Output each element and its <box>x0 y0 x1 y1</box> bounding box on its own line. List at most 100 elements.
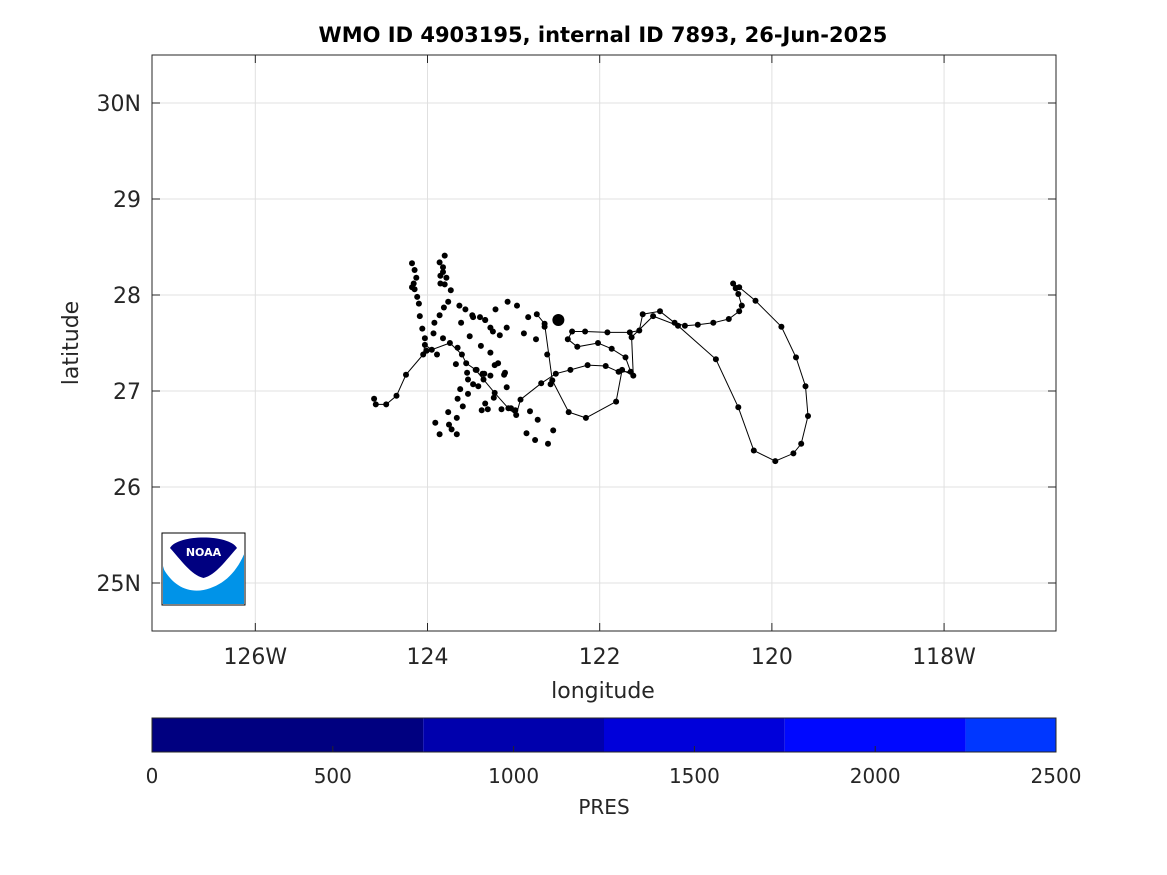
profile-point <box>549 377 556 384</box>
profile-point <box>523 430 530 437</box>
profile-point <box>798 440 805 447</box>
profile-point <box>487 349 494 356</box>
profile-point <box>619 366 626 373</box>
x-tick-labels: 126W 124 122 120 118W <box>223 645 976 670</box>
profile-point <box>736 284 743 291</box>
profile-point <box>416 313 423 320</box>
profile-point <box>639 311 646 318</box>
profile-point <box>452 361 459 368</box>
profile-point <box>445 409 452 416</box>
profile-point <box>470 314 477 321</box>
profile-point <box>517 396 524 403</box>
profile-point <box>520 330 527 337</box>
profile-point <box>410 280 417 287</box>
profile-point <box>472 366 479 373</box>
profile-point <box>421 335 428 342</box>
profile-point <box>446 340 453 346</box>
profile-point <box>636 327 643 334</box>
current-position-marker <box>552 313 565 326</box>
profile-point <box>465 376 471 383</box>
profile-point <box>492 306 499 313</box>
profile-point <box>420 351 427 358</box>
profile-point <box>489 328 496 335</box>
noaa-logo: NOAA <box>161 532 246 606</box>
profile-point <box>541 320 548 327</box>
profile-point <box>805 413 811 419</box>
profile-point <box>569 328 576 335</box>
profile-point <box>415 300 422 307</box>
profile-point <box>491 389 498 396</box>
profile-point <box>694 321 701 328</box>
profile-point <box>564 336 571 343</box>
profile-point <box>434 351 440 358</box>
profile-point <box>533 311 540 318</box>
profile-point <box>481 370 488 377</box>
profile-point <box>613 398 620 405</box>
y-tick-label: 30N <box>97 92 141 117</box>
y-tick-label: 26 <box>113 476 141 501</box>
plot-area <box>152 55 1056 631</box>
profile-point <box>437 272 444 279</box>
x-tick-label: 122 <box>579 645 621 670</box>
profile-point <box>440 264 446 271</box>
colorbar-border <box>151 717 1057 753</box>
profile-point <box>463 360 470 367</box>
colorbar-tick-labels: 0 500 1000 1500 2000 2500 <box>146 764 1082 788</box>
profile-point <box>730 280 737 287</box>
profile-point <box>421 341 428 348</box>
profile-point <box>414 293 421 300</box>
profile-point <box>496 332 503 339</box>
profile-point <box>503 384 510 391</box>
profile-point <box>772 458 779 465</box>
profile-point <box>513 412 520 418</box>
profile-point <box>430 330 437 337</box>
profile-point <box>550 427 557 434</box>
profile-point <box>457 386 464 393</box>
profile-point <box>710 319 717 326</box>
profile-point <box>626 329 633 336</box>
profile-point <box>470 381 477 388</box>
colorbar-label: PRES <box>578 795 629 819</box>
profile-point <box>532 437 539 443</box>
x-tick-label: 124 <box>407 645 449 670</box>
profile-point <box>657 308 663 315</box>
chart-title: WMO ID 4903195, internal ID 7893, 26-Jun… <box>319 23 888 47</box>
grid-lines <box>152 55 1056 631</box>
profile-point <box>441 252 448 259</box>
profile-point <box>431 319 438 326</box>
profile-point <box>482 317 489 323</box>
profile-point <box>602 363 609 369</box>
profile-point <box>453 414 460 421</box>
colorbar-tick-label: 1500 <box>669 764 720 788</box>
profile-point <box>441 281 448 288</box>
profile-point <box>502 369 508 376</box>
profile-point <box>413 274 420 281</box>
profile-point <box>445 298 452 305</box>
profile-point <box>534 416 541 423</box>
profile-point <box>650 313 657 320</box>
profile-point <box>454 344 461 351</box>
profile-point <box>498 406 505 413</box>
profile-point <box>454 395 461 402</box>
profile-point <box>477 342 484 349</box>
profile-point <box>403 371 409 378</box>
profile-point <box>793 354 799 361</box>
colorbar <box>152 718 1056 752</box>
profile-point <box>735 404 742 411</box>
profile-point <box>545 440 551 447</box>
profile-point <box>459 403 466 410</box>
profile-point <box>582 328 589 335</box>
noaa-logo-text: NOAA <box>186 546 222 559</box>
profile-point <box>544 351 551 358</box>
profile-point <box>436 431 443 438</box>
profile-point <box>630 372 637 379</box>
colorbar-tick-label: 500 <box>314 764 352 788</box>
profile-point <box>477 314 483 321</box>
profile-point <box>436 312 443 319</box>
y-tick-label: 29 <box>113 188 141 213</box>
profile-point <box>462 306 469 313</box>
colorbar-tick-label: 1000 <box>488 764 539 788</box>
profile-point <box>428 346 435 353</box>
profile-point <box>736 308 743 315</box>
